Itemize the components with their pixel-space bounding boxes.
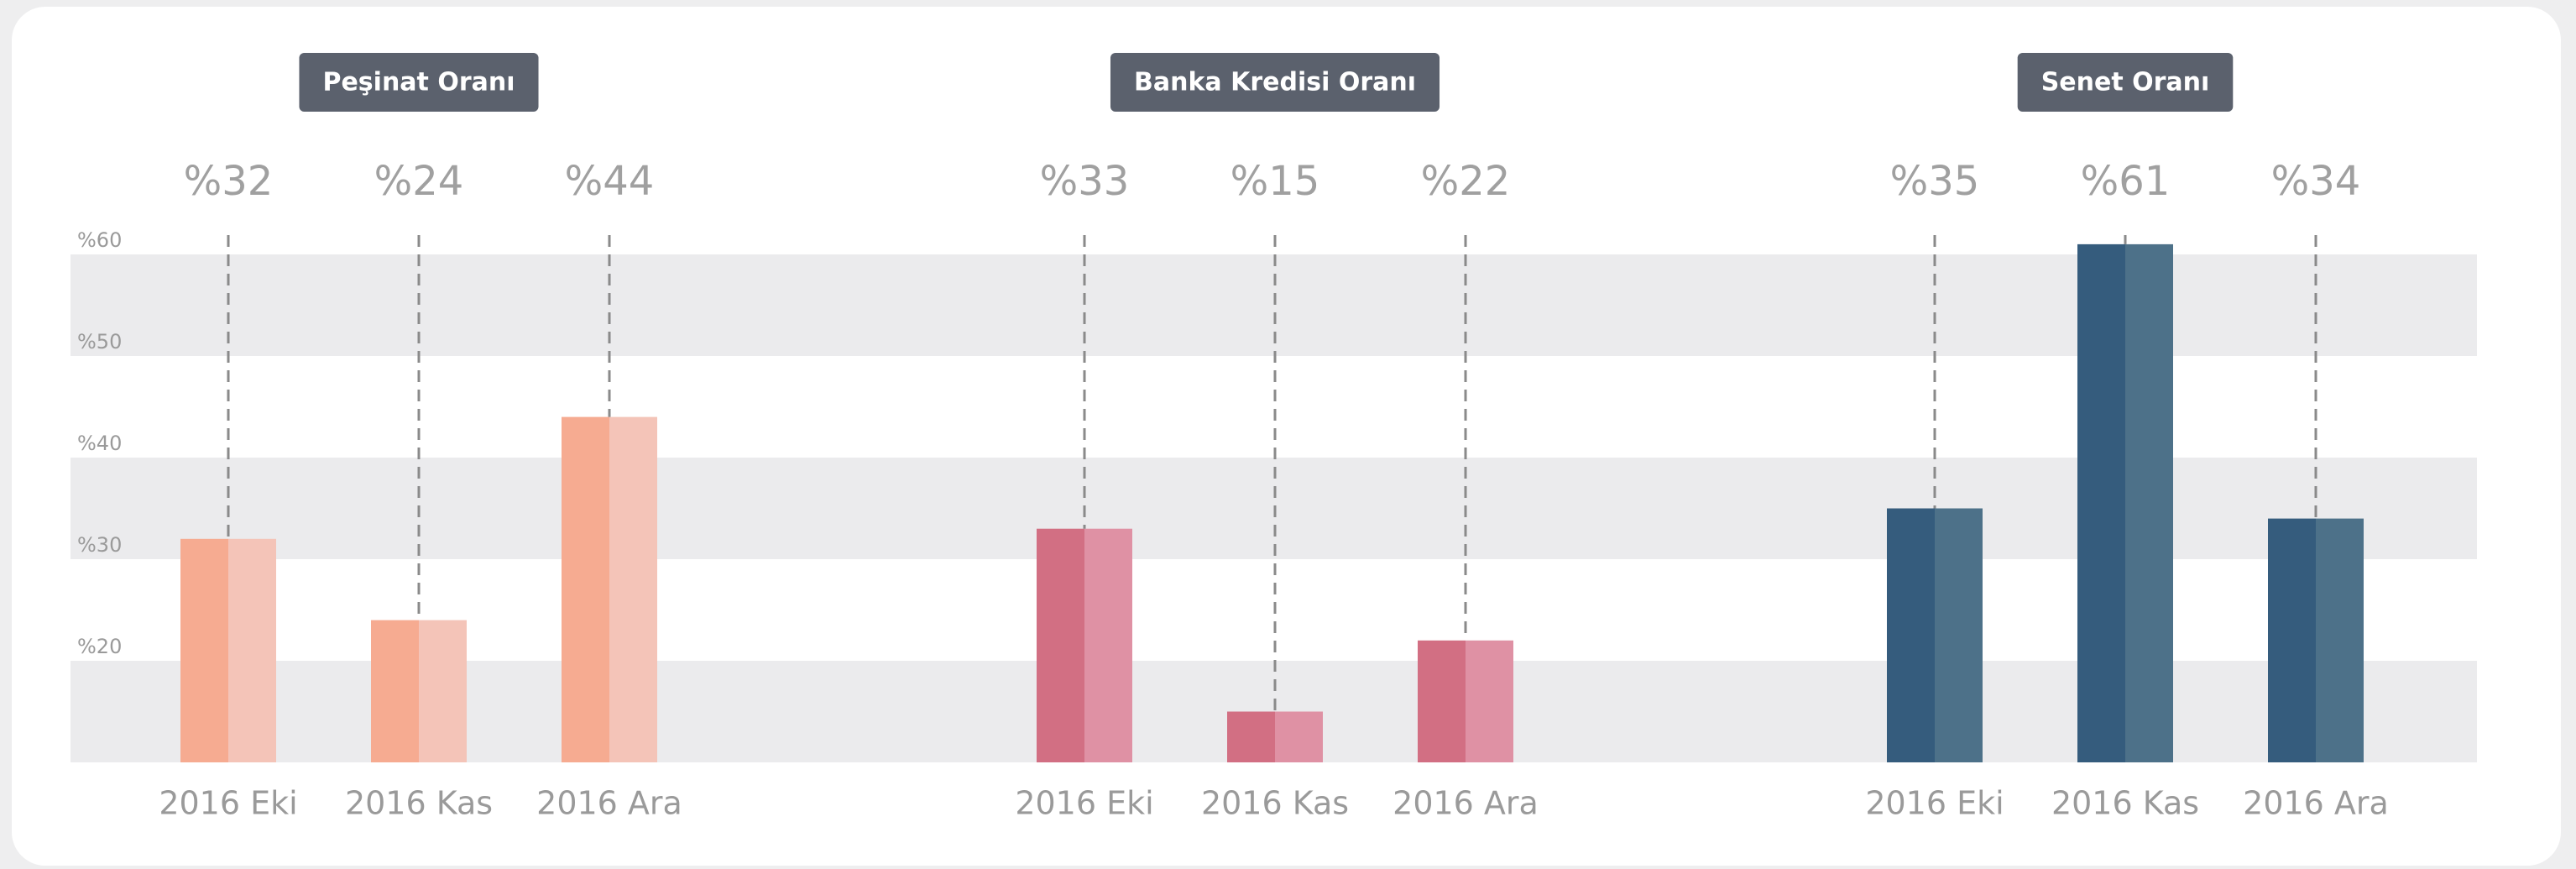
bar	[2268, 518, 2316, 762]
x-tick-label: 2016 Eki	[1865, 785, 2004, 822]
group-title: Senet Oranı	[2041, 68, 2210, 97]
x-tick-label: 2016 Kas	[1201, 785, 1349, 822]
x-tick-label: 2016 Kas	[345, 785, 493, 822]
bar-highlight	[1935, 508, 1983, 762]
bar	[2077, 243, 2125, 762]
value-label: %32	[184, 158, 274, 205]
bar-highlight	[1275, 711, 1323, 762]
x-tick-label: 2016 Eki	[159, 785, 297, 822]
x-tick-label: 2016 Ara	[2243, 785, 2389, 822]
x-tick-label: 2016 Kas	[2051, 785, 2199, 822]
bar-highlight	[2125, 243, 2173, 762]
value-label: %15	[1231, 158, 1320, 205]
bar-highlight	[419, 620, 467, 762]
bar-highlight	[1084, 528, 1132, 762]
value-label: %24	[374, 158, 464, 205]
bar	[562, 416, 609, 762]
y-tick-label: %40	[77, 432, 122, 455]
y-tick-label: %20	[77, 635, 122, 658]
y-tick-label: %60	[77, 228, 122, 252]
bar-highlight	[1466, 640, 1513, 762]
value-label: %44	[565, 158, 655, 205]
group-title-box	[299, 53, 539, 112]
group-title-box	[1110, 53, 1440, 112]
bar	[371, 620, 419, 762]
x-tick-label: 2016 Ara	[536, 785, 682, 822]
group-title-box	[2017, 53, 2234, 112]
value-label: %34	[2271, 158, 2361, 205]
value-label: %33	[1040, 158, 1130, 205]
y-tick-label: %30	[77, 533, 122, 557]
group-title: Peşinat Oranı	[322, 68, 515, 97]
group-title: Banka Kredisi Oranı	[1134, 68, 1416, 97]
x-tick-label: 2016 Eki	[1015, 785, 1153, 822]
bar	[1227, 711, 1275, 762]
bar	[1887, 508, 1935, 762]
value-label: %61	[2081, 158, 2171, 205]
y-tick-label: %50	[77, 330, 122, 353]
x-tick-label: 2016 Ara	[1393, 785, 1539, 822]
bar-highlight	[609, 416, 657, 762]
bar	[1418, 640, 1466, 762]
bar	[180, 538, 228, 762]
bar-highlight	[228, 538, 276, 762]
value-label: %35	[1890, 158, 1980, 205]
bar-highlight	[2316, 518, 2364, 762]
bar	[1037, 528, 1084, 762]
value-label: %22	[1421, 158, 1511, 205]
